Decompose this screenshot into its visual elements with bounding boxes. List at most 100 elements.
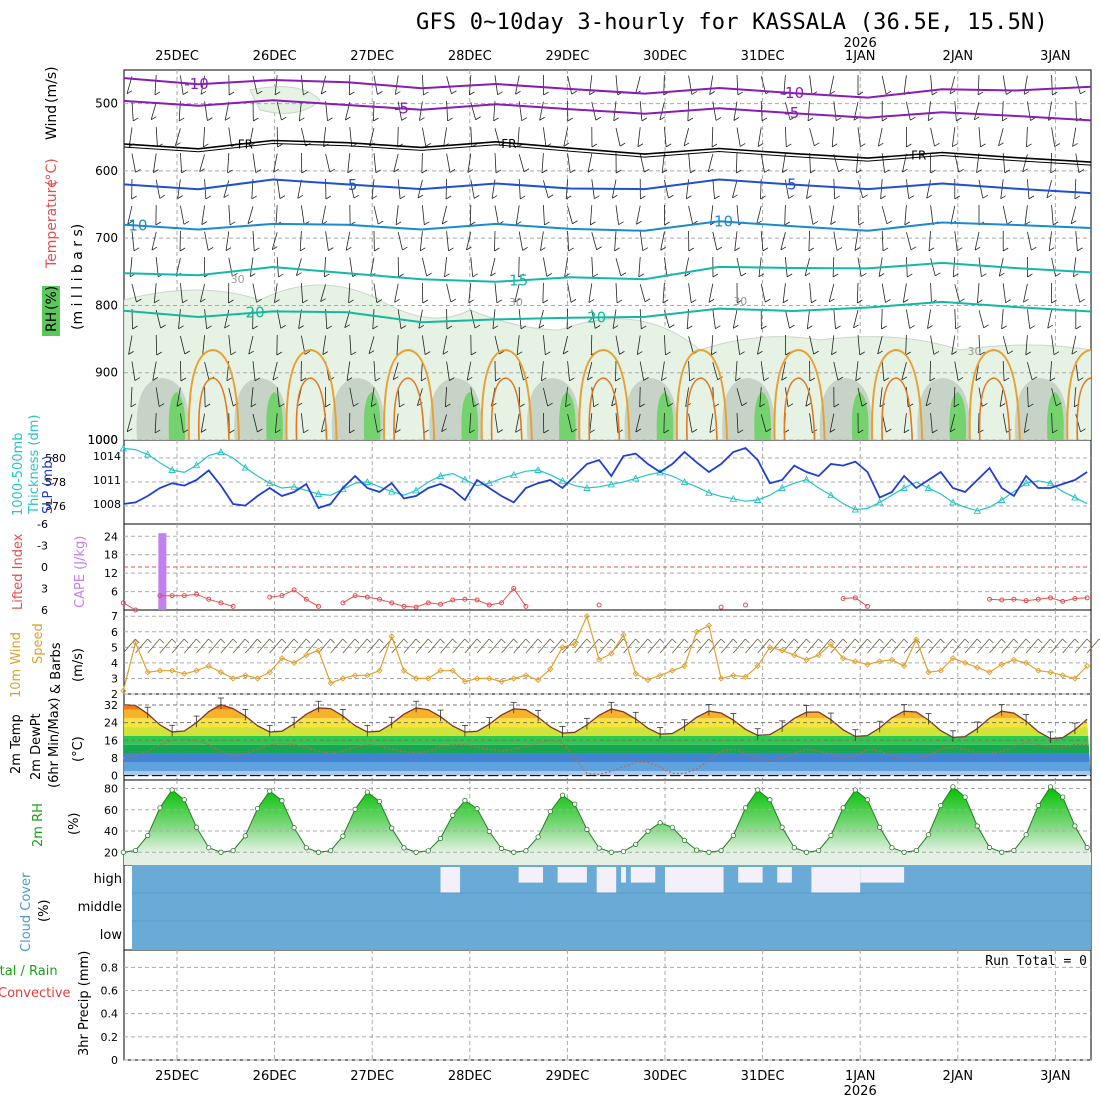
day-label-bottom: 3JAN xyxy=(1040,1069,1071,1084)
wind-barb-10m xyxy=(879,638,893,654)
wind-barb-flag xyxy=(957,377,964,381)
day-label-top: 29DEC xyxy=(545,49,589,64)
wind-barb-flag xyxy=(132,325,138,330)
wind-barb-flag xyxy=(548,194,554,199)
wind-barb xyxy=(252,153,257,173)
wind-barb-flag xyxy=(902,168,908,173)
wind-barb xyxy=(441,205,447,225)
wind-barb xyxy=(760,153,765,173)
wind-barb xyxy=(906,309,911,329)
wind-barb-flag xyxy=(378,220,384,225)
li-axis-label-group: Lifted Index xyxy=(11,533,26,610)
axis-label-rh: RH xyxy=(44,312,60,332)
wind-barb-flag xyxy=(999,403,1006,407)
wind-barb-flag xyxy=(494,247,500,252)
wind-barb-flag xyxy=(128,351,134,355)
wind-barb-flag xyxy=(327,117,333,122)
wind-barb-flag xyxy=(594,195,600,200)
wind-barb-flag xyxy=(935,272,941,277)
boundary-layer-isotherm xyxy=(783,377,816,440)
wind-barb-flag xyxy=(1080,90,1086,95)
wind-barb-flag xyxy=(544,221,550,226)
thickness-marker xyxy=(656,468,664,476)
wind-barb xyxy=(978,387,983,407)
wind-barb-flag xyxy=(301,169,307,174)
wind-barb xyxy=(446,101,449,121)
wind-barb-flag xyxy=(201,221,208,225)
wind-barb xyxy=(735,153,738,173)
wind-barb-flag xyxy=(538,324,545,329)
wind-barb-flag xyxy=(665,351,671,356)
slp-tick: 1008 xyxy=(93,498,121,511)
wind-speed-marker xyxy=(742,673,749,681)
wind-barb-10m xyxy=(794,638,807,654)
temp-tick: 24 xyxy=(104,717,118,730)
wind-barb-flag xyxy=(595,116,602,121)
wind-barb-flag xyxy=(155,221,162,226)
wind-barb xyxy=(926,179,931,199)
wind-barb-flag xyxy=(641,325,647,330)
thickness-marker xyxy=(753,496,762,503)
wind-barb xyxy=(902,153,907,173)
boundary-layer-isotherm xyxy=(393,377,425,440)
wind-barb xyxy=(274,413,278,433)
wind-barb xyxy=(180,75,184,95)
wind-barb-flag xyxy=(373,117,379,122)
wind-barb-flag xyxy=(445,195,452,200)
wind-barb-flag xyxy=(321,90,327,95)
wind-barb-flag xyxy=(401,117,407,121)
wind-barb xyxy=(180,153,183,173)
wind-barb-flag xyxy=(1046,194,1053,199)
temp-tick: 0 xyxy=(111,770,118,783)
thickness-marker xyxy=(583,484,591,491)
run-total-annotation: Run Total = 0 xyxy=(985,954,1087,969)
wind-barb-flag xyxy=(565,403,571,408)
wind-barb-flag xyxy=(446,325,453,330)
wind-barb-flag xyxy=(999,272,1005,277)
wind-barb xyxy=(999,387,1004,407)
wind-barb-flag xyxy=(250,403,257,408)
wind-tick: 6 xyxy=(111,626,118,639)
wind-barb xyxy=(929,361,931,381)
thickness-marker xyxy=(534,466,542,473)
wind-barb xyxy=(857,127,861,147)
wind-barb xyxy=(927,309,931,329)
wind-barb-flag xyxy=(858,221,865,226)
wind-barb xyxy=(998,128,1004,146)
wind-barb xyxy=(833,179,836,199)
axis-label-rh-units: (%) xyxy=(44,286,60,310)
rh-marker xyxy=(303,845,309,851)
wind-barb xyxy=(591,309,596,329)
wind-barb xyxy=(155,127,158,147)
wind-barb xyxy=(977,413,980,433)
wind-barb xyxy=(1026,127,1028,147)
wind-barb-10m-flag xyxy=(806,638,811,644)
wind-barb xyxy=(711,335,714,355)
lifted-index-marker xyxy=(389,600,395,606)
wind-barb-10m-flag xyxy=(1025,638,1031,644)
wind-barb-10m-flag xyxy=(659,638,665,644)
wind-barb xyxy=(1002,336,1009,354)
temp-axis-labels-3: (6hr Min/Max) xyxy=(47,698,62,788)
wind-barb xyxy=(392,362,399,380)
thickness-marker xyxy=(1022,479,1030,487)
wind-barb xyxy=(828,283,835,303)
wind-barb-flag xyxy=(444,273,450,278)
wind-barb-flag xyxy=(304,350,311,355)
wind-barb-flag xyxy=(158,403,165,407)
pressure-tick: 600 xyxy=(95,164,118,178)
wind-barb-10m-flag xyxy=(879,638,884,644)
lifted-index-tick: -6 xyxy=(37,518,48,531)
wind-barb-flag xyxy=(926,194,932,199)
wind-barb xyxy=(276,309,282,329)
wind-barb-flag xyxy=(807,325,813,330)
wind-barb xyxy=(712,309,716,329)
wind-barb xyxy=(757,127,762,147)
wind-barb xyxy=(833,309,836,329)
rh-marker xyxy=(816,847,822,854)
wind-barb-10m xyxy=(367,638,380,654)
wind-barb xyxy=(470,387,474,407)
day-label-bottom: 31DEC xyxy=(741,1069,785,1084)
wind-barb-flag xyxy=(350,351,357,356)
rh-shading-moist xyxy=(656,392,674,440)
